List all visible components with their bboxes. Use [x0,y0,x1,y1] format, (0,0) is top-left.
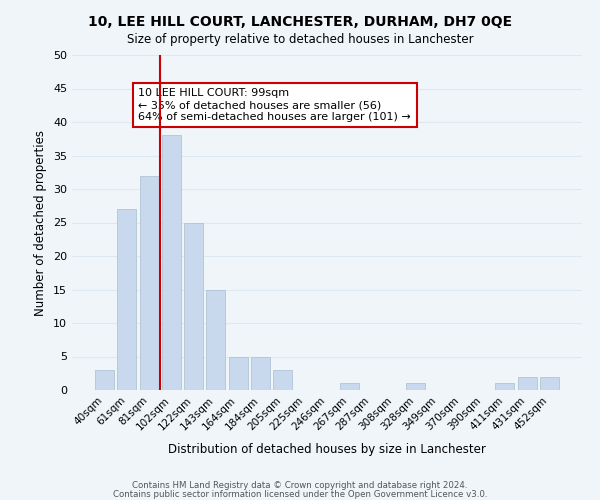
Bar [518,376,536,390]
Bar [496,384,514,390]
Bar [118,209,136,390]
X-axis label: Distribution of detached houses by size in Lanchester: Distribution of detached houses by size … [168,443,486,456]
Text: 10, LEE HILL COURT, LANCHESTER, DURHAM, DH7 0QE: 10, LEE HILL COURT, LANCHESTER, DURHAM, … [88,15,512,29]
Bar [229,356,248,390]
Bar [140,176,158,390]
Bar [95,370,114,390]
Bar [273,370,292,390]
Bar [162,136,181,390]
Bar [540,376,559,390]
Text: Contains HM Land Registry data © Crown copyright and database right 2024.: Contains HM Land Registry data © Crown c… [132,481,468,490]
Text: Size of property relative to detached houses in Lanchester: Size of property relative to detached ho… [127,32,473,46]
Y-axis label: Number of detached properties: Number of detached properties [34,130,47,316]
Bar [184,222,203,390]
Bar [251,356,270,390]
Text: 10 LEE HILL COURT: 99sqm
← 35% of detached houses are smaller (56)
64% of semi-d: 10 LEE HILL COURT: 99sqm ← 35% of detach… [139,88,411,122]
Bar [406,384,425,390]
Bar [206,290,225,390]
Text: Contains public sector information licensed under the Open Government Licence v3: Contains public sector information licen… [113,490,487,499]
Bar [340,384,359,390]
